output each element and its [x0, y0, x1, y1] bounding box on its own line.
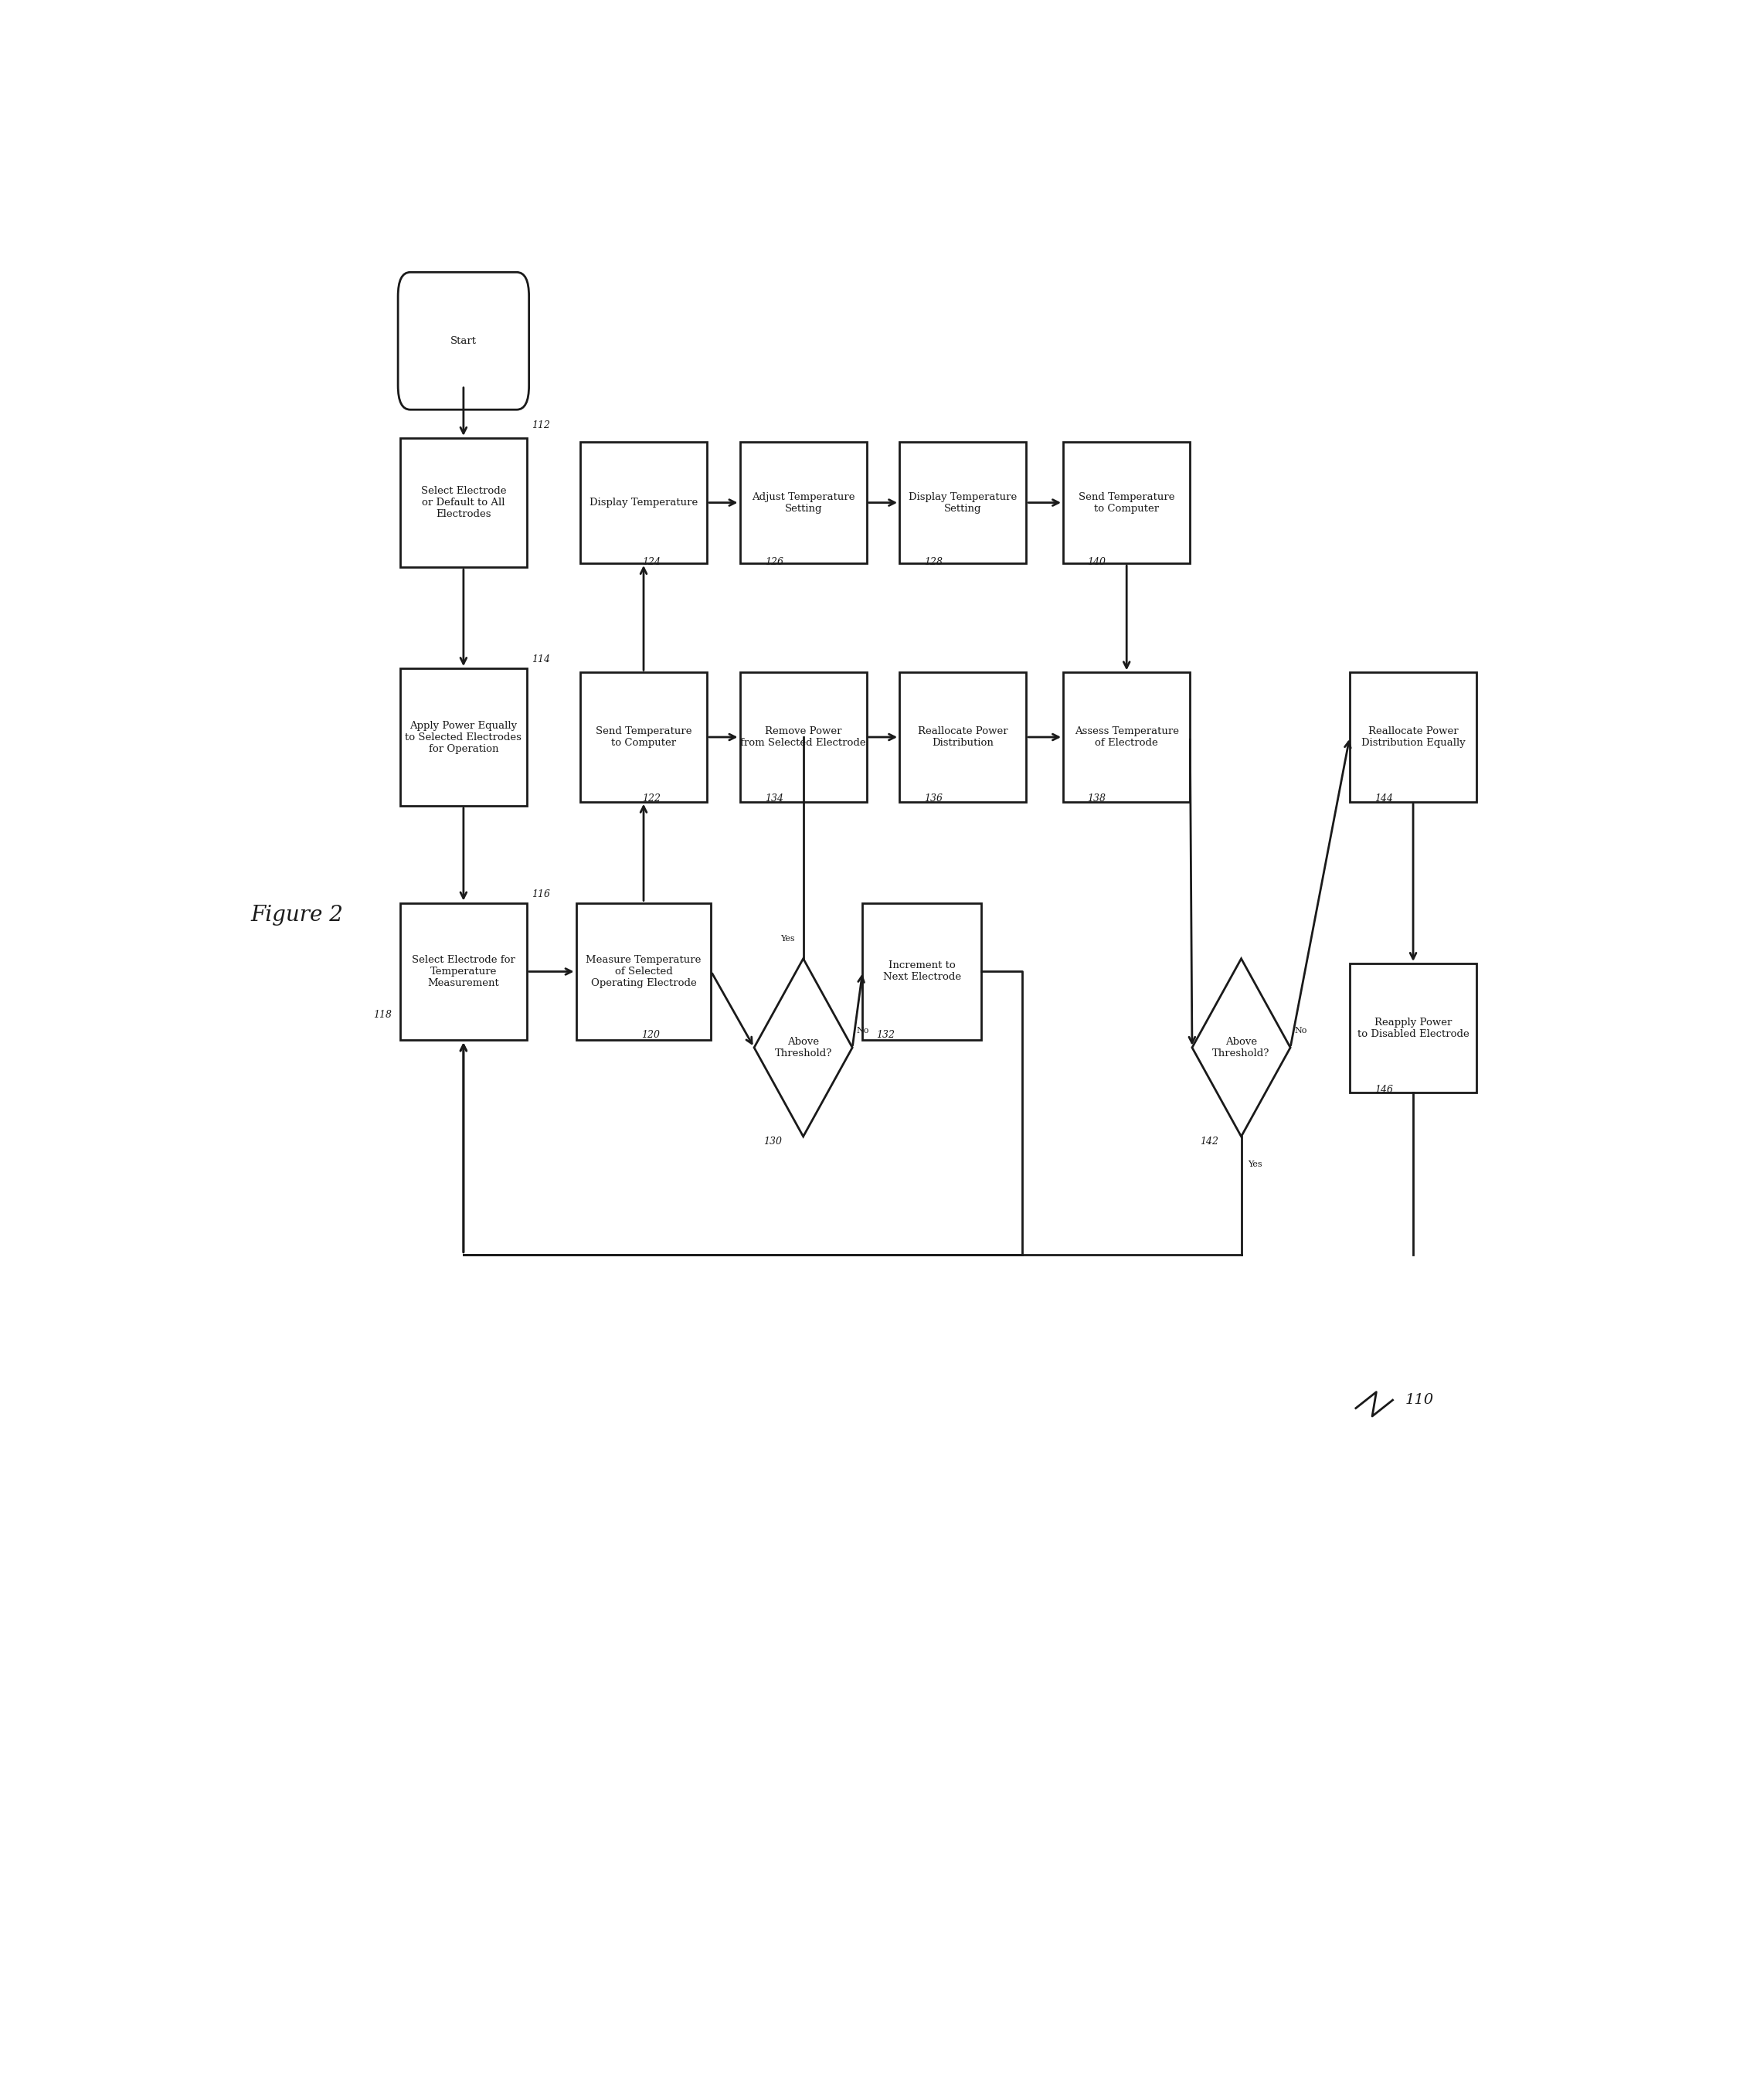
Bar	[863, 903, 981, 1040]
Text: 118: 118	[373, 1010, 392, 1021]
Text: Adjust Temperature
Setting: Adjust Temperature Setting	[751, 491, 854, 514]
Text: Yes: Yes	[1248, 1161, 1262, 1168]
Text: Reallocate Power
Distribution Equally: Reallocate Power Distribution Equally	[1361, 727, 1466, 748]
Text: Reapply Power
to Disabled Electrode: Reapply Power to Disabled Electrode	[1358, 1016, 1469, 1040]
Text: Assess Temperature
of Electrode: Assess Temperature of Electrode	[1074, 727, 1178, 748]
Text: Measure Temperature
of Selected
Operating Electrode: Measure Temperature of Selected Operatin…	[586, 956, 701, 989]
Bar	[401, 903, 526, 1040]
Bar	[580, 441, 708, 563]
Text: 132: 132	[877, 1029, 894, 1039]
Text: Remove Power
from Selected Electrode: Remove Power from Selected Electrode	[741, 727, 866, 748]
Text: Select Electrode
or Default to All
Electrodes: Select Electrode or Default to All Elect…	[420, 485, 505, 519]
Text: No: No	[856, 1027, 870, 1035]
Text: 130: 130	[763, 1136, 781, 1147]
Text: Send Temperature
to Computer: Send Temperature to Computer	[1079, 491, 1175, 514]
Text: Select Electrode for
Temperature
Measurement: Select Electrode for Temperature Measure…	[411, 956, 516, 989]
Text: 120: 120	[641, 1029, 659, 1039]
Bar	[1063, 441, 1190, 563]
Text: 128: 128	[924, 556, 943, 567]
Text: 144: 144	[1375, 794, 1393, 804]
Text: 114: 114	[532, 655, 551, 664]
Text: Above
Threshold?: Above Threshold?	[1213, 1037, 1271, 1058]
Text: Start: Start	[450, 336, 476, 346]
Bar	[575, 903, 711, 1040]
Bar	[1349, 964, 1476, 1092]
Text: 122: 122	[641, 794, 661, 804]
Text: 112: 112	[532, 420, 551, 430]
Bar	[1349, 672, 1476, 802]
Text: 110: 110	[1405, 1392, 1434, 1407]
Text: 140: 140	[1088, 556, 1105, 567]
Text: 124: 124	[641, 556, 661, 567]
Bar	[739, 441, 866, 563]
Text: Reallocate Power
Distribution: Reallocate Power Distribution	[919, 727, 1007, 748]
Polygon shape	[1192, 958, 1290, 1136]
Bar	[401, 668, 526, 806]
Text: 138: 138	[1088, 794, 1105, 804]
Bar	[1063, 672, 1190, 802]
Text: Above
Threshold?: Above Threshold?	[774, 1037, 831, 1058]
Bar	[401, 439, 526, 567]
Text: No: No	[1295, 1027, 1307, 1035]
Text: Display Temperature: Display Temperature	[589, 498, 697, 508]
Text: 142: 142	[1201, 1136, 1218, 1147]
Text: 146: 146	[1375, 1084, 1393, 1094]
Polygon shape	[755, 958, 852, 1136]
Text: 134: 134	[765, 794, 783, 804]
Bar	[580, 672, 708, 802]
Text: 116: 116	[532, 888, 551, 899]
Bar	[739, 672, 866, 802]
Text: Display Temperature
Setting: Display Temperature Setting	[908, 491, 1018, 514]
Text: Send Temperature
to Computer: Send Temperature to Computer	[596, 727, 692, 748]
Text: Increment to
Next Electrode: Increment to Next Electrode	[884, 960, 960, 983]
Bar	[899, 672, 1027, 802]
Text: Apply Power Equally
to Selected Electrodes
for Operation: Apply Power Equally to Selected Electrod…	[404, 720, 521, 754]
Text: Figure 2: Figure 2	[251, 905, 343, 926]
Text: Yes: Yes	[781, 934, 795, 943]
Text: 136: 136	[924, 794, 943, 804]
Bar	[899, 441, 1027, 563]
Text: 126: 126	[765, 556, 783, 567]
FancyBboxPatch shape	[397, 273, 528, 409]
